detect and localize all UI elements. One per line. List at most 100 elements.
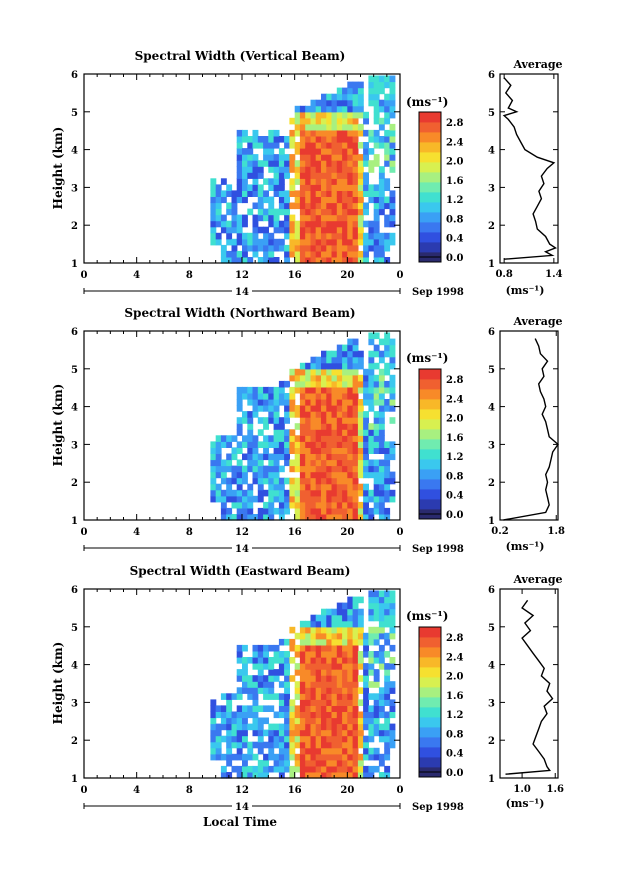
colorbar-tick-label: 1.6 [446, 176, 463, 187]
heat-cell [357, 196, 364, 204]
heat-cell [310, 651, 317, 658]
heat-cell [315, 160, 322, 167]
heat-cell [310, 483, 317, 491]
heat-cell [247, 441, 254, 448]
heat-cell [273, 166, 280, 173]
heat-cell [363, 429, 369, 436]
heat-cell [236, 675, 243, 682]
heat-cell [263, 507, 269, 515]
heat-cell [299, 368, 306, 376]
heat-cell [357, 386, 364, 394]
heat-cell [331, 123, 338, 131]
heat-cell [315, 154, 322, 161]
heat-cell [373, 257, 380, 264]
heat-cell [347, 160, 354, 167]
heat-cell [299, 374, 306, 382]
heat-cell [284, 136, 290, 143]
heat-cell [326, 142, 333, 149]
heat-cell [363, 417, 369, 424]
heat-cell [331, 651, 338, 658]
heat-cell [357, 729, 364, 737]
heat-cell [257, 471, 264, 479]
heat-cell [389, 386, 396, 394]
colorbar-tick-label: 2.8 [446, 633, 463, 644]
y-tick-label: 1 [71, 774, 78, 785]
heat-cell [242, 154, 248, 161]
heat-cell [310, 765, 317, 773]
heat-cell [289, 741, 296, 749]
heat-cell [310, 699, 317, 706]
heat-cell [389, 393, 396, 400]
heat-cell [210, 495, 217, 503]
heat-cell [321, 705, 327, 712]
heat-cell [236, 257, 243, 264]
heat-cell [373, 705, 380, 712]
heat-cell [389, 471, 396, 479]
panel-title: Spectral Width (Eastward Beam) [130, 564, 351, 578]
heat-cell [305, 184, 312, 191]
heat-cell [305, 208, 312, 216]
heat-cell [294, 178, 301, 185]
heat-cell [242, 136, 248, 143]
heat-cell [342, 489, 348, 497]
heat-cell [342, 117, 348, 125]
heat-cell [357, 717, 364, 725]
heat-cell [321, 741, 327, 749]
heat-cell [284, 405, 290, 412]
heat-cell [368, 393, 375, 400]
colorbar-swatch [419, 162, 441, 173]
heat-cell [321, 477, 327, 485]
heat-cell [257, 417, 264, 424]
heat-cell [352, 651, 359, 658]
heat-cell [352, 626, 359, 634]
heat-cell [278, 441, 285, 448]
colorbar-tick-label: 1.6 [446, 691, 463, 702]
date-label-bg [232, 800, 252, 811]
heat-cell [273, 459, 280, 467]
heat-cell [326, 105, 333, 113]
heat-cell [299, 386, 306, 394]
heat-cell [378, 632, 385, 640]
heat-cell [289, 184, 296, 191]
colorbar-swatch [419, 232, 441, 243]
heat-cell [347, 423, 354, 430]
heat-cell [357, 220, 364, 228]
heat-cell [294, 483, 301, 491]
heat-cell [326, 226, 333, 234]
heat-cell [242, 129, 248, 137]
heat-cell [352, 386, 359, 394]
heat-cell [352, 772, 359, 779]
heat-cell [315, 514, 322, 521]
heat-cell [289, 705, 296, 712]
heat-cell [389, 362, 396, 370]
heat-cell [284, 495, 290, 503]
heat-cell [363, 711, 369, 719]
heat-cell [247, 501, 254, 509]
heat-cell [389, 663, 396, 670]
heat-cell [257, 190, 264, 197]
heat-cell [273, 657, 280, 664]
heat-cell [352, 208, 359, 216]
heat-cell [378, 489, 385, 497]
heat-cell [299, 417, 306, 424]
heat-cell [336, 626, 343, 634]
profile-xlabel: (ms⁻¹) [506, 284, 545, 297]
heat-cell [342, 257, 348, 264]
heat-cell [357, 632, 364, 640]
heat-cell [226, 190, 233, 197]
heat-cell [321, 411, 327, 418]
heat-cell [273, 441, 280, 448]
heat-cell [363, 675, 369, 682]
heat-cell [347, 657, 354, 664]
heat-cell [326, 741, 333, 749]
heat-cell [357, 453, 364, 461]
heat-cell [357, 350, 364, 358]
heat-cell [368, 765, 375, 773]
heat-cell [331, 693, 338, 700]
heat-cell [305, 250, 312, 258]
heat-cell [299, 753, 306, 761]
heat-cell [331, 495, 338, 503]
heat-cell [210, 226, 217, 234]
heat-cell [342, 190, 348, 197]
heat-cell [242, 232, 248, 240]
